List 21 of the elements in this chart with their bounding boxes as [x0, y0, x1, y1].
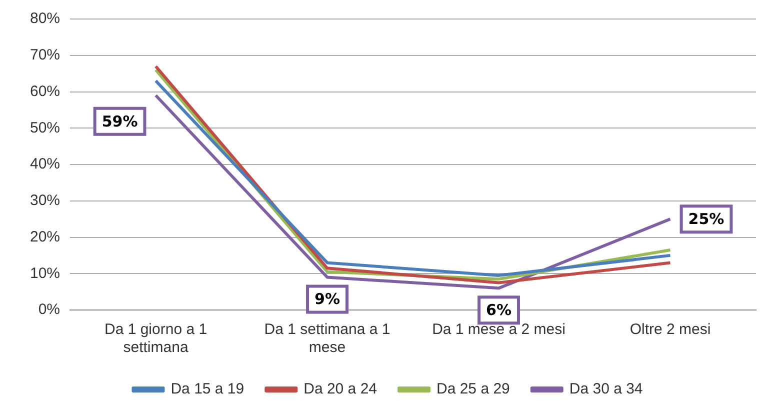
legend-label: Da 30 a 34 [569, 380, 643, 398]
x-tick-label: Da 1 settimana a 1 mese [264, 321, 390, 356]
legend-label: Da 15 a 19 [170, 380, 244, 398]
y-tick-label: 80% [30, 10, 60, 28]
x-tick-label: Oltre 2 mesi [630, 321, 711, 338]
y-tick-label: 30% [30, 192, 60, 210]
y-tick-label: 0% [38, 301, 60, 318]
x-tick-label: Da 1 mese a 2 mesi [432, 321, 566, 338]
y-tick-label: 70% [30, 46, 60, 64]
x-tick-label: Da 1 giorno a 1 settimana [104, 321, 208, 356]
y-tick-label: 50% [30, 119, 60, 136]
legend-label: Da 20 a 24 [304, 380, 377, 398]
y-tick-label: 40% [30, 156, 60, 173]
data-label: 6% [486, 301, 512, 320]
y-tick-label: 10% [30, 264, 60, 282]
data-label: 59% [102, 112, 138, 130]
y-tick-label: 60% [30, 82, 60, 100]
data-label: 25% [688, 210, 724, 228]
y-tick-label: 20% [30, 228, 60, 246]
legend-label: Da 25 a 29 [436, 380, 510, 398]
data-label: 9% [314, 290, 340, 308]
